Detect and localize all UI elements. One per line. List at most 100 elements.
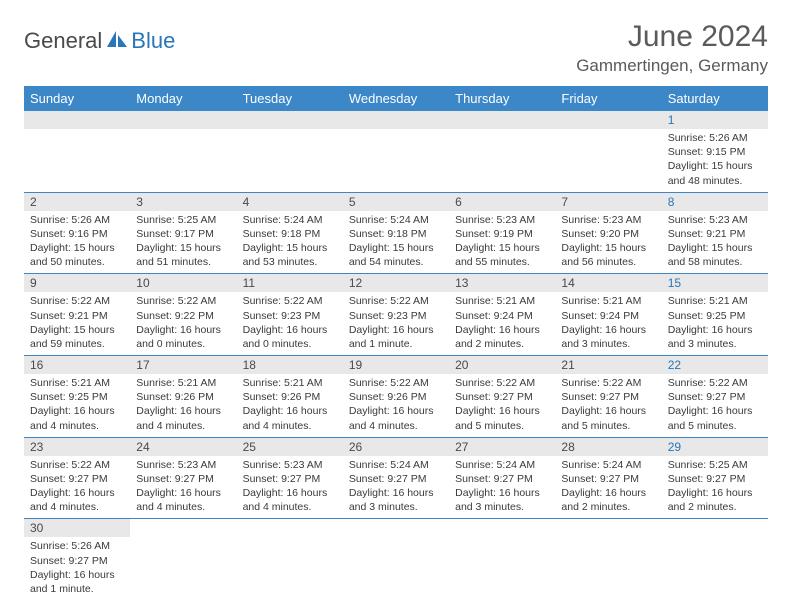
sunrise-line: Sunrise: 5:24 AM [561, 458, 655, 472]
day-number-empty [130, 111, 236, 129]
day-info: Sunrise: 5:25 AMSunset: 9:27 PMDaylight:… [662, 456, 768, 519]
sunrise-line: Sunrise: 5:23 AM [561, 213, 655, 227]
sunset-line: Sunset: 9:21 PM [30, 309, 124, 323]
sunrise-line: Sunrise: 5:24 AM [349, 213, 443, 227]
calendar-day-cell [24, 111, 130, 192]
day-number: 4 [237, 193, 343, 211]
calendar-day-cell: 7Sunrise: 5:23 AMSunset: 9:20 PMDaylight… [555, 192, 661, 274]
day-info: Sunrise: 5:22 AMSunset: 9:26 PMDaylight:… [343, 374, 449, 437]
sunset-line: Sunset: 9:25 PM [668, 309, 762, 323]
calendar-day-cell: 15Sunrise: 5:21 AMSunset: 9:25 PMDayligh… [662, 274, 768, 356]
sunset-line: Sunset: 9:27 PM [349, 472, 443, 486]
day-number-empty [237, 111, 343, 129]
day-info: Sunrise: 5:22 AMSunset: 9:27 PMDaylight:… [662, 374, 768, 437]
daylight-line: Daylight: 16 hours and 3 minutes. [668, 323, 762, 351]
day-info: Sunrise: 5:21 AMSunset: 9:25 PMDaylight:… [24, 374, 130, 437]
sunrise-line: Sunrise: 5:21 AM [30, 376, 124, 390]
day-number: 29 [662, 438, 768, 456]
sunrise-line: Sunrise: 5:25 AM [136, 213, 230, 227]
day-number: 9 [24, 274, 130, 292]
sunset-line: Sunset: 9:27 PM [455, 390, 549, 404]
sunrise-line: Sunrise: 5:22 AM [561, 376, 655, 390]
logo-text-blue: Blue [131, 28, 175, 54]
sunset-line: Sunset: 9:17 PM [136, 227, 230, 241]
calendar-day-cell: 20Sunrise: 5:22 AMSunset: 9:27 PMDayligh… [449, 356, 555, 438]
calendar-day-cell: 21Sunrise: 5:22 AMSunset: 9:27 PMDayligh… [555, 356, 661, 438]
weekday-header: Friday [555, 86, 661, 111]
calendar-week-row: 16Sunrise: 5:21 AMSunset: 9:25 PMDayligh… [24, 356, 768, 438]
sunrise-line: Sunrise: 5:22 AM [30, 294, 124, 308]
day-number: 21 [555, 356, 661, 374]
sunrise-line: Sunrise: 5:23 AM [136, 458, 230, 472]
sunset-line: Sunset: 9:25 PM [30, 390, 124, 404]
day-info: Sunrise: 5:21 AMSunset: 9:26 PMDaylight:… [130, 374, 236, 437]
calendar-week-row: 9Sunrise: 5:22 AMSunset: 9:21 PMDaylight… [24, 274, 768, 356]
calendar-day-cell [130, 111, 236, 192]
calendar-day-cell: 3Sunrise: 5:25 AMSunset: 9:17 PMDaylight… [130, 192, 236, 274]
day-number-empty [555, 111, 661, 129]
day-number-empty [449, 111, 555, 129]
day-info: Sunrise: 5:24 AMSunset: 9:18 PMDaylight:… [237, 211, 343, 274]
day-info: Sunrise: 5:26 AMSunset: 9:27 PMDaylight:… [24, 537, 130, 600]
calendar-day-cell: 14Sunrise: 5:21 AMSunset: 9:24 PMDayligh… [555, 274, 661, 356]
daylight-line: Daylight: 16 hours and 5 minutes. [561, 404, 655, 432]
sunrise-line: Sunrise: 5:21 AM [668, 294, 762, 308]
sunrise-line: Sunrise: 5:24 AM [349, 458, 443, 472]
calendar-day-cell: 1Sunrise: 5:26 AMSunset: 9:15 PMDaylight… [662, 111, 768, 192]
calendar-day-cell: 29Sunrise: 5:25 AMSunset: 9:27 PMDayligh… [662, 437, 768, 519]
day-number: 18 [237, 356, 343, 374]
day-number: 8 [662, 193, 768, 211]
calendar-day-cell: 30Sunrise: 5:26 AMSunset: 9:27 PMDayligh… [24, 519, 130, 600]
calendar-day-cell: 9Sunrise: 5:22 AMSunset: 9:21 PMDaylight… [24, 274, 130, 356]
calendar-day-cell [555, 519, 661, 600]
calendar-day-cell [130, 519, 236, 600]
daylight-line: Daylight: 15 hours and 58 minutes. [668, 241, 762, 269]
sunrise-line: Sunrise: 5:21 AM [561, 294, 655, 308]
daylight-line: Daylight: 16 hours and 1 minute. [349, 323, 443, 351]
header: General Blue June 2024 Gammertingen, Ger… [24, 20, 768, 76]
day-number: 14 [555, 274, 661, 292]
daylight-line: Daylight: 15 hours and 55 minutes. [455, 241, 549, 269]
sunset-line: Sunset: 9:18 PM [243, 227, 337, 241]
sunrise-line: Sunrise: 5:21 AM [243, 376, 337, 390]
daylight-line: Daylight: 16 hours and 0 minutes. [136, 323, 230, 351]
month-title: June 2024 [576, 20, 768, 54]
sunset-line: Sunset: 9:20 PM [561, 227, 655, 241]
calendar-day-cell: 4Sunrise: 5:24 AMSunset: 9:18 PMDaylight… [237, 192, 343, 274]
day-number: 30 [24, 519, 130, 537]
day-number: 17 [130, 356, 236, 374]
day-info: Sunrise: 5:22 AMSunset: 9:21 PMDaylight:… [24, 292, 130, 355]
sunrise-line: Sunrise: 5:23 AM [668, 213, 762, 227]
sunset-line: Sunset: 9:27 PM [136, 472, 230, 486]
calendar-day-cell [237, 519, 343, 600]
sunrise-line: Sunrise: 5:25 AM [668, 458, 762, 472]
day-number: 11 [237, 274, 343, 292]
day-number: 28 [555, 438, 661, 456]
day-number: 24 [130, 438, 236, 456]
day-number: 26 [343, 438, 449, 456]
sunrise-line: Sunrise: 5:26 AM [668, 131, 762, 145]
calendar-body: 1Sunrise: 5:26 AMSunset: 9:15 PMDaylight… [24, 111, 768, 600]
calendar-day-cell: 24Sunrise: 5:23 AMSunset: 9:27 PMDayligh… [130, 437, 236, 519]
sunset-line: Sunset: 9:24 PM [455, 309, 549, 323]
sunset-line: Sunset: 9:16 PM [30, 227, 124, 241]
calendar-day-cell [662, 519, 768, 600]
sunset-line: Sunset: 9:26 PM [349, 390, 443, 404]
sunset-line: Sunset: 9:27 PM [668, 390, 762, 404]
day-info: Sunrise: 5:23 AMSunset: 9:27 PMDaylight:… [130, 456, 236, 519]
sunrise-line: Sunrise: 5:22 AM [668, 376, 762, 390]
day-info: Sunrise: 5:25 AMSunset: 9:17 PMDaylight:… [130, 211, 236, 274]
calendar-day-cell: 26Sunrise: 5:24 AMSunset: 9:27 PMDayligh… [343, 437, 449, 519]
weekday-header: Tuesday [237, 86, 343, 111]
day-info: Sunrise: 5:26 AMSunset: 9:16 PMDaylight:… [24, 211, 130, 274]
calendar-day-cell [237, 111, 343, 192]
sunrise-line: Sunrise: 5:24 AM [243, 213, 337, 227]
day-number-empty [343, 111, 449, 129]
calendar-day-cell: 13Sunrise: 5:21 AMSunset: 9:24 PMDayligh… [449, 274, 555, 356]
calendar-day-cell [449, 111, 555, 192]
sunset-line: Sunset: 9:27 PM [30, 554, 124, 568]
day-info: Sunrise: 5:24 AMSunset: 9:18 PMDaylight:… [343, 211, 449, 274]
day-info: Sunrise: 5:22 AMSunset: 9:23 PMDaylight:… [237, 292, 343, 355]
day-number: 19 [343, 356, 449, 374]
day-info: Sunrise: 5:22 AMSunset: 9:27 PMDaylight:… [24, 456, 130, 519]
